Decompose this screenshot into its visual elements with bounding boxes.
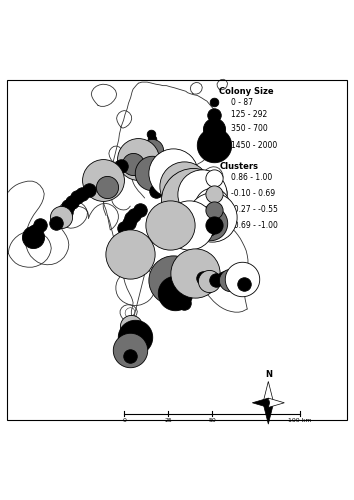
Point [127, 346, 132, 354]
Point [211, 142, 217, 150]
Point [211, 125, 217, 133]
Point [185, 191, 190, 199]
Polygon shape [263, 400, 274, 424]
Point [134, 327, 139, 335]
Point [199, 190, 204, 198]
Point [211, 190, 217, 198]
Point [126, 219, 131, 227]
Point [213, 208, 218, 216]
Point [222, 274, 227, 282]
Text: 25: 25 [164, 418, 172, 423]
Point [53, 219, 59, 227]
Point [130, 160, 136, 168]
Point [150, 146, 155, 154]
Point [30, 232, 36, 240]
Point [178, 177, 183, 185]
Point [79, 190, 85, 198]
Text: 100 km: 100 km [288, 418, 312, 423]
Point [185, 187, 190, 195]
Point [207, 218, 213, 226]
Point [136, 154, 141, 162]
Point [172, 289, 178, 297]
Text: Colony Size: Colony Size [219, 86, 274, 96]
Point [131, 211, 137, 219]
Text: 125 - 292: 125 - 292 [232, 110, 268, 120]
Point [211, 222, 217, 230]
Point [86, 186, 92, 194]
Point [204, 195, 210, 203]
Point [167, 269, 173, 277]
Point [200, 274, 206, 282]
Text: N: N [265, 370, 272, 379]
Point [101, 176, 106, 184]
Point [211, 206, 217, 214]
Point [69, 198, 74, 205]
Point [146, 165, 152, 173]
Point [137, 206, 143, 214]
Point [241, 280, 247, 288]
Polygon shape [252, 398, 268, 407]
Point [104, 183, 110, 191]
Point [181, 298, 187, 306]
Text: -0.10 - 0.69: -0.10 - 0.69 [232, 190, 275, 198]
Point [156, 178, 162, 186]
Point [150, 136, 155, 143]
Point [74, 194, 80, 202]
Point [129, 340, 135, 348]
Point [167, 220, 173, 228]
Point [211, 98, 217, 106]
Point [37, 222, 43, 230]
Point [192, 269, 198, 277]
Point [211, 174, 217, 182]
Point [127, 352, 132, 360]
Point [209, 201, 215, 209]
Point [127, 250, 132, 258]
Point [132, 333, 138, 341]
Point [206, 225, 211, 233]
Point [58, 214, 64, 222]
Point [239, 275, 245, 283]
Point [171, 283, 176, 291]
Point [171, 276, 176, 284]
Point [171, 214, 176, 222]
Point [152, 140, 157, 148]
Point [178, 172, 183, 180]
Point [158, 182, 164, 190]
Polygon shape [268, 398, 284, 407]
Point [121, 224, 126, 232]
Point [206, 277, 211, 285]
Point [155, 173, 160, 181]
Polygon shape [263, 382, 274, 406]
Text: Clusters: Clusters [219, 162, 258, 171]
Text: 350 - 700: 350 - 700 [232, 124, 268, 134]
Text: 0.86 - 1.00: 0.86 - 1.00 [232, 174, 273, 182]
Point [125, 244, 131, 252]
Text: -0.69 - -1.00: -0.69 - -1.00 [232, 221, 278, 230]
Point [150, 170, 155, 177]
Point [63, 208, 69, 216]
Text: -0.27 - -0.55: -0.27 - -0.55 [232, 205, 278, 214]
Text: 1450 - 2000: 1450 - 2000 [232, 141, 278, 150]
Point [148, 130, 154, 138]
Point [32, 226, 38, 234]
Point [181, 182, 187, 190]
Point [171, 168, 176, 176]
Point [227, 276, 233, 284]
Point [213, 276, 218, 283]
Point [209, 213, 215, 221]
Point [187, 222, 192, 230]
Point [194, 212, 199, 220]
Point [129, 322, 134, 330]
Point [190, 196, 196, 204]
Point [129, 214, 134, 222]
Point [65, 202, 71, 210]
Point [118, 162, 124, 170]
Text: 0 - 87: 0 - 87 [232, 98, 253, 107]
Text: 50: 50 [208, 418, 216, 423]
Text: 0: 0 [122, 418, 126, 423]
Point [153, 187, 159, 195]
Point [177, 294, 183, 302]
Point [211, 111, 217, 119]
